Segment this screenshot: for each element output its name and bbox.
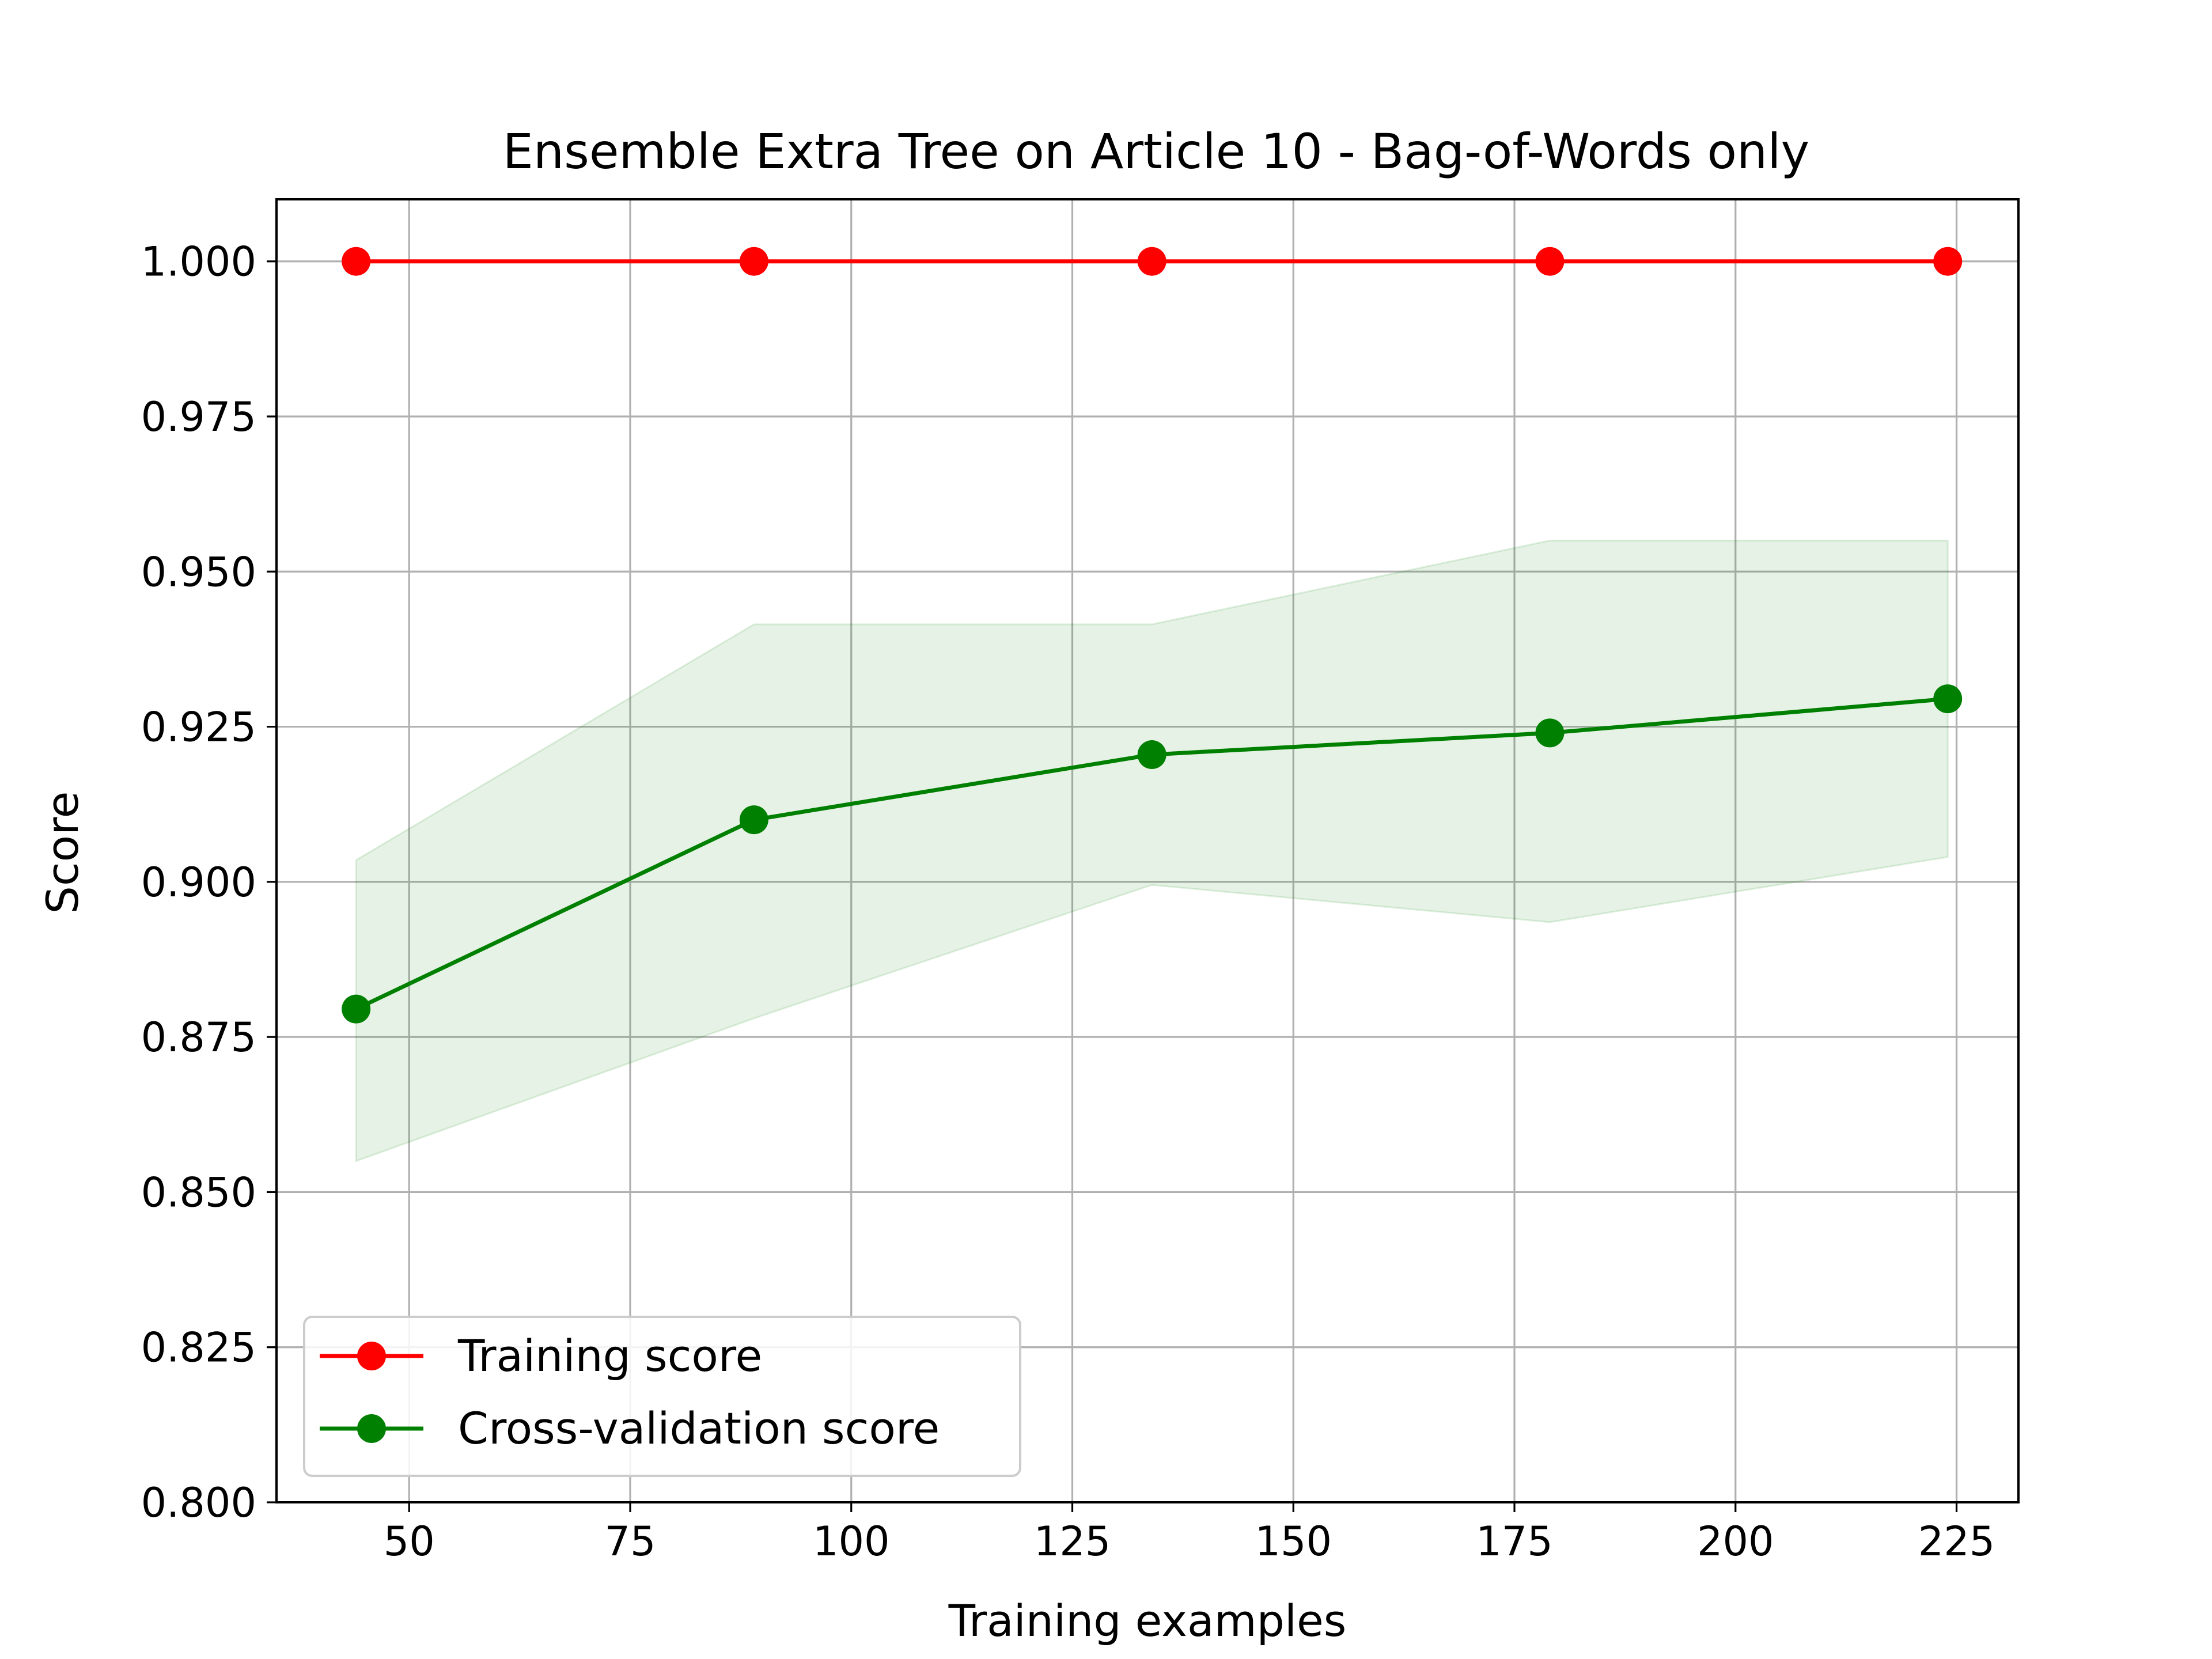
- x-tick-label: 225: [1918, 1518, 1995, 1565]
- y-tick-label: 0.925: [141, 704, 256, 751]
- x-tick-label: 150: [1255, 1518, 1332, 1565]
- legend: Training score Cross-validation score: [303, 1316, 1021, 1477]
- training-score-point: [1137, 247, 1166, 276]
- cross-validation-score-point: [342, 994, 371, 1024]
- training-score-point: [342, 247, 371, 276]
- legend-label-cross-validation: Cross-validation score: [458, 1403, 940, 1454]
- x-axis-label: Training examples: [948, 1595, 1347, 1646]
- y-tick-label: 1.000: [141, 238, 256, 286]
- legend-label-training: Training score: [457, 1330, 762, 1381]
- confidence-band: [355, 539, 1949, 1162]
- cross-validation-score-point: [1933, 684, 1963, 714]
- y-tick-label: 0.950: [141, 548, 256, 596]
- training-score-point: [1933, 247, 1963, 276]
- legend-marker-cross-validation: [357, 1414, 386, 1443]
- y-tick-label: 0.800: [141, 1479, 256, 1527]
- legend-box: [303, 1316, 1021, 1477]
- y-tick-label: 0.850: [141, 1169, 256, 1216]
- data-series: [342, 247, 1963, 1024]
- y-tick-label: 0.875: [141, 1014, 256, 1061]
- x-tick-label: 125: [1034, 1518, 1111, 1565]
- y-tick-label: 0.900: [141, 859, 256, 906]
- legend-marker-training: [357, 1342, 386, 1370]
- y-axis-label: Score: [37, 791, 88, 914]
- chart-title: Ensemble Extra Tree on Article 10 - Bag-…: [503, 123, 1810, 180]
- y-tick-label: 0.975: [141, 393, 256, 441]
- cross-validation-score-point: [739, 805, 768, 835]
- plot-frame: [275, 198, 2020, 1503]
- training-score-point: [739, 247, 768, 276]
- x-tick-label: 100: [813, 1518, 890, 1565]
- x-tick-label: 75: [604, 1518, 656, 1565]
- axis-ticks: 50 75 100 125 150 175 200 225 0.800 0.825 0.850 0.8…: [141, 238, 1995, 1565]
- x-tick-label: 50: [384, 1518, 435, 1565]
- confidence-bands: [355, 539, 1949, 1162]
- cross-validation-score-point: [1535, 718, 1565, 748]
- training-score-point: [1535, 247, 1565, 276]
- x-tick-label: 175: [1476, 1518, 1553, 1565]
- y-tick-label: 0.825: [141, 1324, 256, 1372]
- x-tick-label: 200: [1697, 1518, 1774, 1565]
- cross-validation-score-point: [1137, 740, 1166, 770]
